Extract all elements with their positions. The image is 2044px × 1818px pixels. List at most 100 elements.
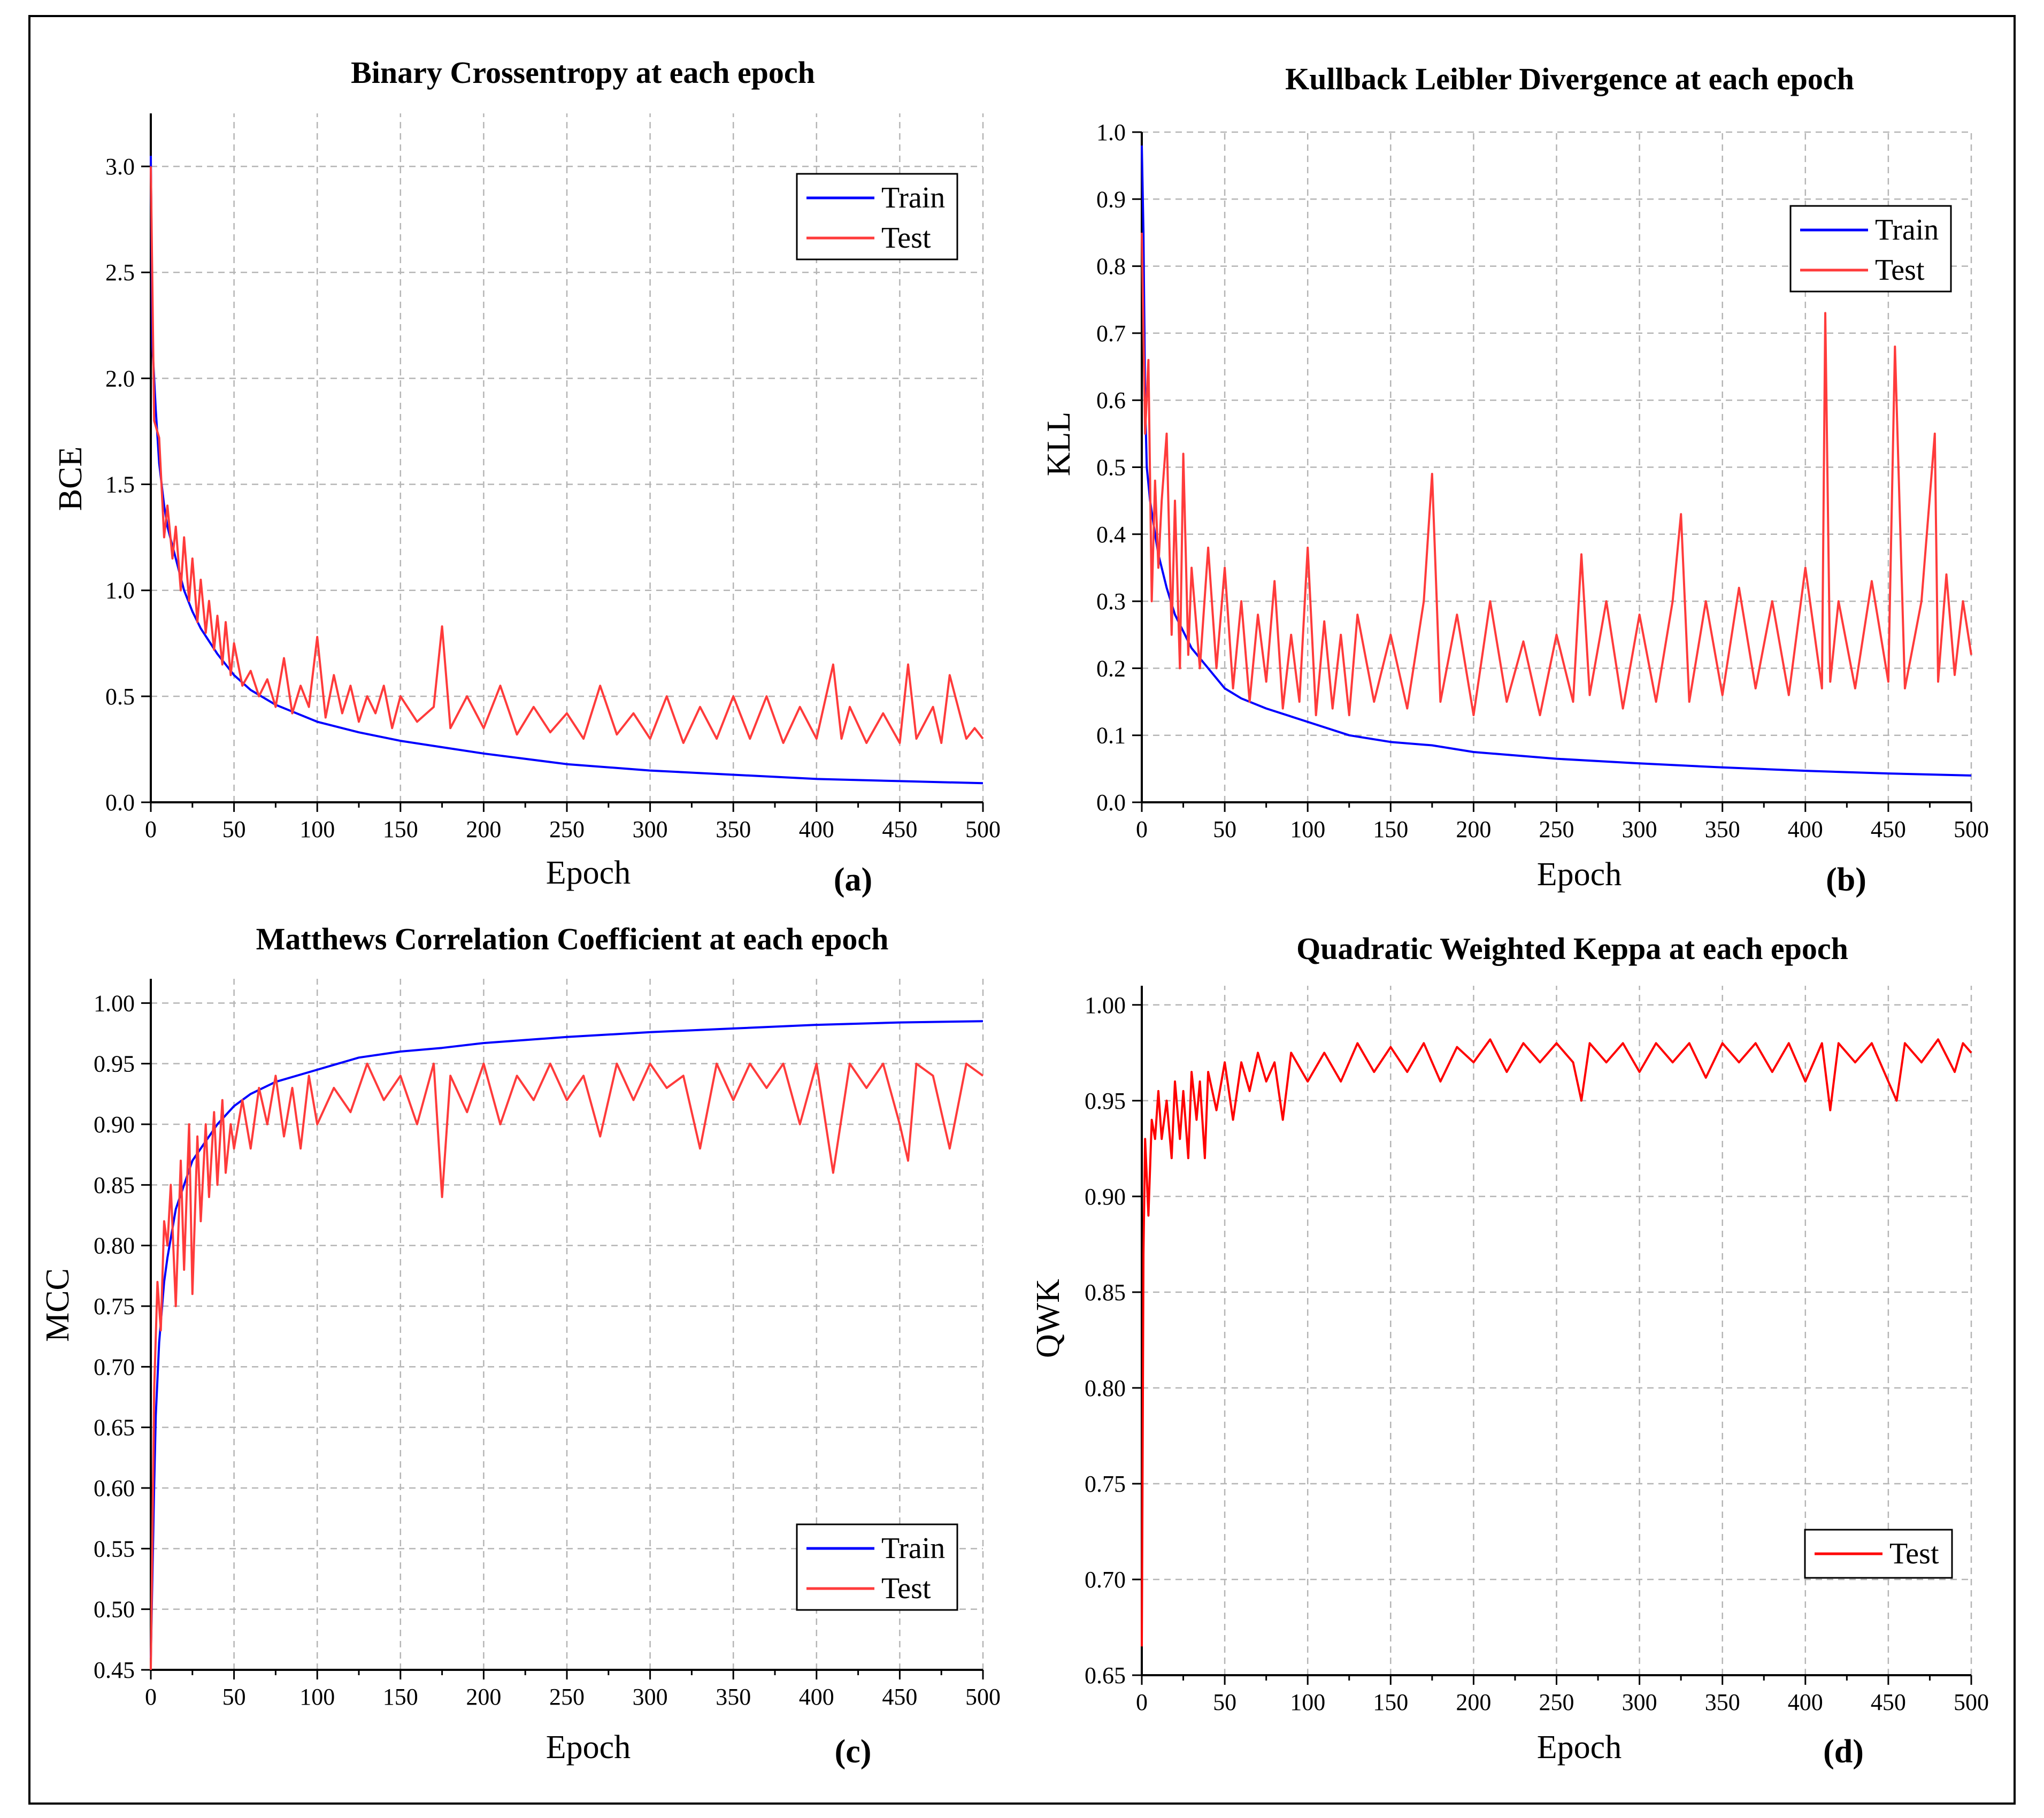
panel-a-legend: Train Test [796, 173, 958, 260]
panel-b: Kullback Leibler Divergence at each epoc… [1041, 62, 1989, 898]
panel-c-ytick-label-1: 0.50 [94, 1597, 135, 1623]
panel-a-series-test-line [150, 166, 984, 744]
panel-b-ytick-label-7: 0.7 [1096, 320, 1126, 347]
panel-a-xtick-label-8: 400 [799, 816, 834, 842]
panel-c-xtick-label-4: 200 [466, 1684, 501, 1710]
panel-c-xtick-label-7: 350 [716, 1684, 751, 1710]
panel-c-xtick-label-1: 50 [222, 1684, 246, 1710]
panel-a-ytick-label-4: 2.0 [105, 365, 135, 392]
panel-c-ytick-label-8: 0.85 [94, 1172, 135, 1198]
panel-b-legend-box [1789, 205, 1952, 293]
panel-b-xtick-label-4: 200 [1456, 816, 1491, 842]
panel-a-ytick-label-2: 1.0 [105, 578, 135, 604]
panel-d-xtick-label-0: 0 [1136, 1689, 1148, 1715]
panel-d-xtick-label-9: 450 [1871, 1689, 1906, 1715]
panel-a-legend-label-test: Test [881, 221, 931, 255]
panel-b-legend: Train Test [1789, 205, 1952, 293]
panel-b-xtick-label-0: 0 [1136, 816, 1148, 842]
panel-c-ytick-label-5: 0.70 [94, 1354, 135, 1380]
panel-a-xtick-label-10: 500 [965, 816, 1001, 842]
panel-a-ytick-label-3: 1.5 [105, 472, 135, 498]
panel-c-ytick-label-7: 0.80 [94, 1233, 135, 1259]
panel-a-xtick-label-0: 0 [145, 816, 157, 842]
panel-c-series-test-line [150, 1062, 984, 1670]
panel-b-ytick-label-10: 1.0 [1096, 119, 1126, 145]
panel-d-ytick-label-1: 0.70 [1085, 1567, 1126, 1593]
panel-b-series-test-line [1141, 232, 1972, 717]
panel-b-xtick-label-7: 350 [1705, 816, 1740, 842]
panel-a-xtick-label-2: 100 [299, 816, 335, 842]
panel-b-label: (b) [1826, 862, 1866, 898]
panel-c-ytick-label-9: 0.90 [94, 1111, 135, 1138]
panel-a-series-train-line [150, 156, 983, 785]
panel-a-xtick-label-5: 250 [549, 816, 585, 842]
panel-d-ytick-label-5: 0.90 [1085, 1184, 1126, 1210]
panel-d-ytick-label-7: 1.00 [1085, 992, 1126, 1018]
panel-d-xtick-label-10: 500 [1954, 1689, 1989, 1715]
panel-d-legend-label-test: Test [1889, 1537, 1939, 1570]
panel-c-ytick-label-4: 0.65 [94, 1415, 135, 1441]
panel-d-ytick-label-4: 0.85 [1085, 1279, 1126, 1306]
panel-d-legend: Test [1804, 1529, 1953, 1579]
panel-d-xtick-label-5: 250 [1539, 1689, 1574, 1715]
panel-b-ytick-label-1: 0.1 [1096, 723, 1126, 749]
panel-d-title: Quadratic Weighted Keppa at each epoch [1296, 931, 1848, 966]
panel-b-xtick-label-8: 400 [1788, 816, 1823, 842]
panel-c-legend: Train Test [796, 1523, 958, 1611]
panel-b-ytick-label-2: 0.2 [1096, 655, 1126, 681]
panel-b-ytick-label-0: 0.0 [1096, 789, 1126, 816]
panel-d-ytick-label-2: 0.75 [1085, 1471, 1126, 1497]
panel-d-series-test-line [1141, 1038, 1972, 1647]
panel-c-xlabel: Epoch [546, 1729, 631, 1766]
panel-c-title: Matthews Correlation Coefficient at each… [256, 922, 889, 956]
panel-b-title: Kullback Leibler Divergence at each epoc… [1285, 62, 1854, 96]
panel-c-xtick-label-8: 400 [799, 1684, 834, 1710]
panel-c-xtick-label-10: 500 [965, 1684, 1001, 1710]
panel-c-xtick-label-0: 0 [145, 1684, 157, 1710]
panel-c-label: (c) [835, 1733, 872, 1770]
panel-b-ytick-label-4: 0.4 [1096, 521, 1126, 548]
panel-c-ylabel: MCC [40, 1268, 76, 1342]
panel-b-xtick-label-3: 150 [1373, 816, 1408, 842]
panel-a-ytick-label-6: 3.0 [105, 154, 135, 180]
panel-c-ytick-label-6: 0.75 [94, 1293, 135, 1320]
panel-a-xtick-label-6: 300 [633, 816, 668, 842]
panel-a-xtick-label-4: 200 [466, 816, 501, 842]
panel-c-ytick-label-2: 0.55 [94, 1536, 135, 1562]
panel-b-xtick-label-10: 500 [1954, 816, 1989, 842]
panel-d-xtick-label-8: 400 [1788, 1689, 1823, 1715]
panel-d-ytick-label-0: 0.65 [1085, 1662, 1126, 1689]
panel-a-title: Binary Crossentropy at each epoch [351, 55, 815, 90]
panel-d-ylabel: QWK [1030, 1279, 1066, 1358]
panel-c-ytick-label-10: 0.95 [94, 1051, 135, 1077]
panel-d-ytick-label-3: 0.80 [1085, 1375, 1126, 1401]
panel-b-xtick-label-1: 50 [1213, 816, 1236, 842]
panel-b-legend-label-test: Test [1875, 254, 1925, 287]
panel-b-legend-label-train: Train [1875, 213, 1939, 247]
panel-b-ylabel: KLL [1041, 412, 1077, 477]
panel-d-xtick-label-7: 350 [1705, 1689, 1740, 1715]
panel-a-xlabel: Epoch [546, 855, 631, 891]
panel-a-ytick-label-0: 0.0 [105, 789, 135, 816]
panel-a-xtick-label-1: 50 [222, 816, 246, 842]
panel-d-xtick-label-6: 300 [1622, 1689, 1657, 1715]
panel-c-ytick-label-0: 0.45 [94, 1657, 135, 1683]
panel-b-ytick-label-9: 0.9 [1096, 186, 1126, 212]
panel-a: Binary Crossentropy at each epoch Epoch … [52, 55, 1001, 898]
panel-a-ytick-label-5: 2.5 [105, 259, 135, 286]
figure-border [28, 15, 2016, 1805]
panel-a-xtick-label-7: 350 [716, 816, 751, 842]
panel-d-xtick-label-4: 200 [1456, 1689, 1491, 1715]
panel-a-ytick-label-1: 0.5 [105, 684, 135, 710]
panel-b-xtick-label-9: 450 [1871, 816, 1906, 842]
panel-d-ytick-label-6: 0.95 [1085, 1088, 1126, 1114]
panel-a-xtick-label-3: 150 [383, 816, 418, 842]
panel-b-xtick-label-2: 100 [1290, 816, 1325, 842]
panel-b-xtick-label-6: 300 [1622, 816, 1657, 842]
panel-b-ytick-label-3: 0.3 [1096, 588, 1126, 615]
panel-c-ytick-label-3: 0.60 [94, 1475, 135, 1501]
panel-c-legend-label-test: Test [881, 1572, 931, 1605]
panel-d-xtick-label-1: 50 [1213, 1689, 1236, 1715]
panel-d-label: (d) [1823, 1733, 1864, 1770]
